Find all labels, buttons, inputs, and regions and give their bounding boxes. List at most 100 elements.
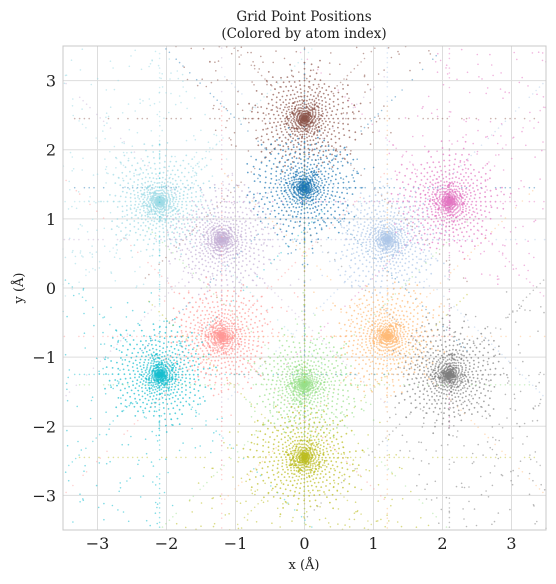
grid-point (329, 153, 332, 156)
grid-point (119, 195, 122, 198)
grid-point (518, 304, 520, 306)
grid-point (158, 406, 161, 409)
grid-point (319, 506, 321, 508)
grid-point (377, 500, 380, 502)
grid-point (307, 90, 309, 93)
grid-point (312, 83, 315, 86)
grid-point (163, 320, 165, 323)
grid-point (448, 130, 451, 132)
grid-point (161, 181, 164, 184)
grid-point (280, 169, 283, 171)
grid-point (539, 109, 541, 112)
grid-point (131, 185, 134, 187)
grid-point (289, 133, 292, 136)
grid-point (279, 173, 282, 175)
grid-point (260, 135, 263, 138)
grid-point (260, 106, 263, 108)
grid-point (518, 274, 520, 276)
grid-point (316, 154, 319, 157)
grid-point (284, 186, 286, 189)
grid-point (194, 164, 197, 167)
grid-point (419, 204, 421, 207)
grid-point (284, 120, 287, 122)
grid-point (240, 181, 242, 183)
grid-point (303, 294, 306, 297)
grid-point (456, 430, 459, 432)
grid-point (434, 211, 437, 214)
grid-point (390, 177, 393, 180)
grid-point (356, 158, 359, 160)
grid-point (166, 277, 169, 279)
grid-point (297, 172, 300, 175)
grid-point (282, 149, 284, 152)
grid-point (354, 501, 357, 504)
grid-point (461, 210, 464, 213)
grid-point (331, 110, 334, 113)
grid-point (431, 199, 434, 201)
grid-point (394, 277, 397, 280)
grid-point (295, 86, 297, 89)
grid-point (209, 92, 212, 95)
grid-point (163, 217, 166, 220)
grid-point (303, 330, 306, 332)
grid-point (303, 63, 306, 65)
grid-point (305, 112, 308, 115)
grid-point (313, 183, 316, 186)
grid-point (161, 176, 164, 179)
grid-point (92, 267, 94, 270)
grid-point (494, 117, 497, 120)
grid-point (428, 195, 431, 198)
grid-point (115, 233, 118, 236)
grid-point (293, 127, 296, 130)
grid-point (174, 103, 177, 106)
grid-point (127, 159, 130, 162)
grid-point (428, 166, 431, 169)
grid-point (478, 171, 480, 174)
grid-point (359, 200, 362, 203)
grid-point (457, 165, 460, 168)
grid-point (451, 181, 453, 184)
grid-point (332, 302, 334, 305)
grid-point (276, 429, 278, 432)
grid-point (314, 113, 317, 115)
grid-point (364, 91, 366, 93)
grid-point (129, 223, 132, 226)
grid-point (455, 198, 458, 201)
grid-point (182, 80, 184, 82)
grid-point (269, 201, 271, 204)
grid-point (168, 51, 171, 54)
grid-point (497, 512, 500, 514)
grid-point (398, 207, 400, 210)
grid-point (164, 221, 167, 224)
grid-point (523, 117, 526, 120)
grid-point (331, 175, 333, 178)
grid-point (444, 170, 447, 173)
grid-point (148, 176, 151, 179)
grid-point (387, 200, 390, 203)
grid-point (264, 170, 267, 173)
grid-point (133, 193, 136, 196)
grid-point (148, 238, 151, 241)
grid-point (262, 61, 264, 63)
grid-point (249, 401, 251, 404)
grid-point (136, 191, 139, 194)
grid-point (324, 493, 326, 495)
grid-point (98, 370, 100, 373)
grid-point (414, 180, 417, 183)
grid-point (290, 69, 293, 72)
grid-point (143, 164, 146, 167)
grid-point (506, 417, 508, 419)
grid-point (140, 224, 142, 227)
grid-point (334, 135, 337, 138)
grid-point (151, 184, 154, 186)
grid-point (446, 73, 449, 75)
grid-point (271, 104, 274, 107)
grid-point (434, 480, 437, 483)
grid-point (396, 178, 398, 181)
grid-point (428, 462, 430, 465)
grid-point (317, 119, 320, 122)
grid-point (72, 294, 75, 297)
grid-point (353, 236, 356, 239)
grid-point (285, 122, 288, 125)
grid-point (462, 251, 464, 254)
